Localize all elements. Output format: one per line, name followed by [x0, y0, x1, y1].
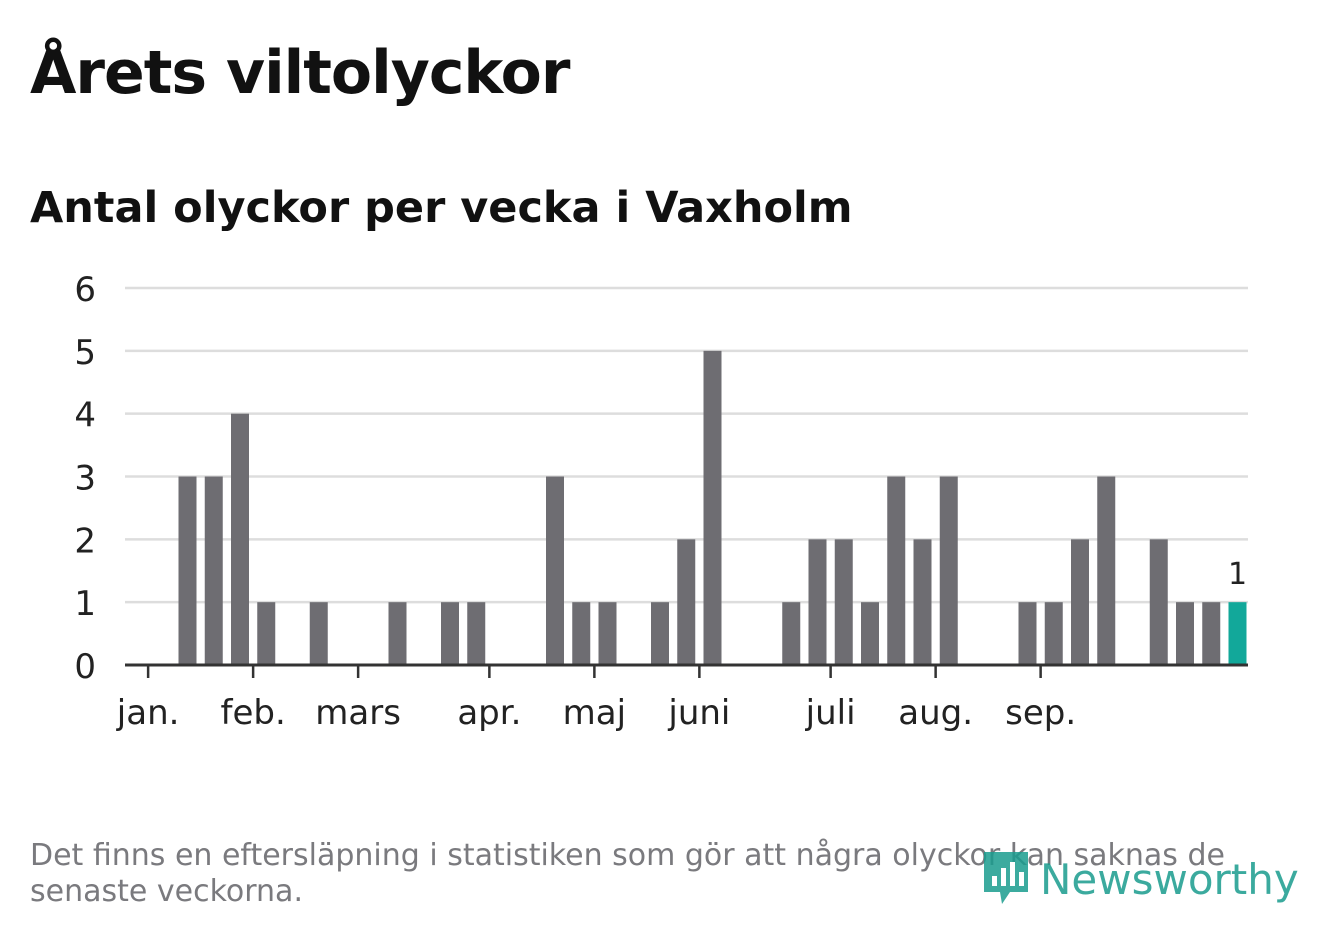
highlight-bar [1228, 602, 1247, 665]
highlight-data-label: 1 [1228, 557, 1247, 592]
x-tick-label: aug. [898, 693, 973, 733]
bar [703, 350, 722, 665]
bar [546, 476, 564, 665]
chart-title: Årets viltolyckor [30, 38, 570, 108]
newsworthy-logo-text: Newsworthy [1040, 854, 1299, 904]
bar [1018, 602, 1037, 665]
bar [1044, 602, 1063, 665]
bar [887, 476, 906, 665]
newsworthy-logo-icon [984, 852, 1028, 904]
y-tick-label: 4 [74, 396, 96, 436]
bar [598, 602, 617, 665]
chart-subtitle: Antal olyckor per vecka i Vaxholm [30, 183, 853, 233]
bar [861, 602, 879, 665]
x-tick-label: jan. [116, 693, 180, 733]
bar [1071, 539, 1089, 665]
bar [467, 602, 486, 665]
bar [231, 413, 249, 665]
x-tick-label: sep. [1005, 693, 1076, 733]
bar [939, 476, 958, 665]
bar [834, 539, 853, 665]
bar [1176, 602, 1194, 665]
bar [1097, 476, 1116, 665]
x-tick-label: juli [805, 693, 856, 733]
bar-chart: 0 1 2 3 4 5 6 1 jan. feb. mars apr. maj juni juli aug. s… [74, 270, 1248, 733]
y-tick-label: 0 [74, 647, 96, 687]
y-tick-label: 6 [74, 270, 96, 310]
x-tick-label: mars [315, 693, 401, 733]
bar [257, 602, 276, 665]
bar [388, 602, 407, 665]
bar [178, 476, 197, 665]
y-tick-label: 1 [74, 584, 96, 624]
bar [782, 602, 801, 665]
bar [651, 602, 669, 665]
bar [677, 539, 696, 665]
x-tick-label: juni [667, 693, 730, 733]
bar [309, 602, 328, 665]
y-tick-label: 3 [74, 459, 96, 499]
bar [808, 539, 827, 665]
bar [1149, 539, 1168, 665]
bar [913, 539, 932, 665]
x-tick-label: apr. [457, 693, 521, 733]
bar [204, 476, 223, 665]
bar [441, 602, 459, 665]
bar [1202, 602, 1221, 665]
y-tick-label: 5 [74, 333, 96, 373]
x-tick-label: maj [563, 693, 626, 733]
bar [572, 602, 591, 665]
newsworthy-logo: Newsworthy [980, 848, 1299, 910]
x-tick-label: feb. [220, 693, 285, 733]
y-tick-label: 2 [74, 521, 96, 561]
